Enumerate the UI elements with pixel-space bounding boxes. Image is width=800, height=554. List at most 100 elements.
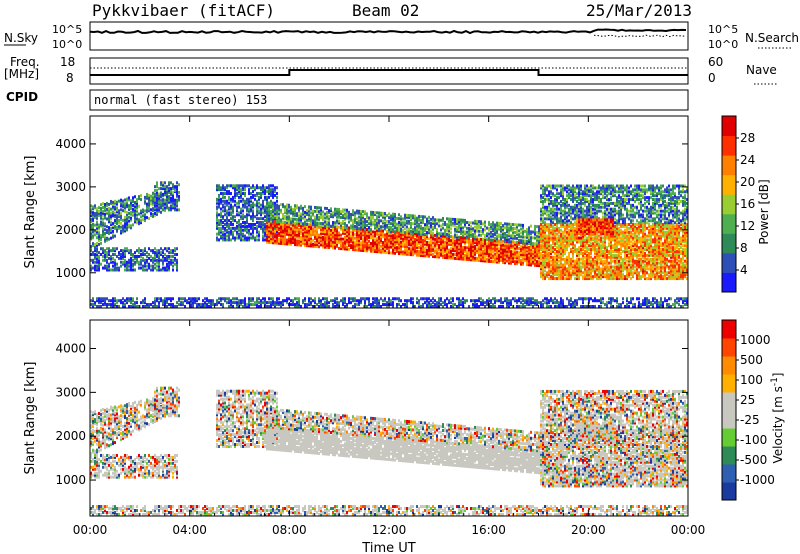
power-cell <box>170 204 172 208</box>
power-cell <box>550 215 552 219</box>
power-cell <box>524 255 526 259</box>
power-cell <box>516 242 518 246</box>
power-cell <box>302 241 304 245</box>
power-cell <box>124 299 126 303</box>
power-cell <box>120 212 122 216</box>
power-cell <box>446 227 448 231</box>
power-cell <box>106 254 108 258</box>
power-cell <box>262 203 264 207</box>
power-cell <box>272 204 274 208</box>
power-cell <box>258 224 260 228</box>
power-cell <box>320 237 322 241</box>
power-cell <box>472 242 474 246</box>
power-cell <box>556 240 558 244</box>
power-cell <box>176 268 178 272</box>
power-cell <box>258 192 260 196</box>
power-cell <box>370 214 372 218</box>
power-cell <box>124 225 126 229</box>
power-cell <box>542 253 544 257</box>
power-cell <box>154 303 156 307</box>
power-cell <box>116 210 118 214</box>
power-cell <box>248 197 250 201</box>
power-cell <box>552 263 554 267</box>
power-cell <box>128 251 130 255</box>
power-cell <box>380 297 382 301</box>
power-cell <box>324 237 326 241</box>
power-cell <box>542 209 544 213</box>
power-cell <box>506 299 508 303</box>
power-cell <box>268 231 270 235</box>
power-cell <box>388 245 390 249</box>
power-cell <box>166 264 168 268</box>
power-cell <box>308 215 310 219</box>
power-cell <box>158 254 160 258</box>
power-cell <box>270 223 272 227</box>
power-cell <box>156 249 158 253</box>
power-cell <box>508 255 510 259</box>
power-cell <box>240 232 242 236</box>
power-cell <box>270 241 272 245</box>
power-cell <box>370 218 372 222</box>
power-cell <box>106 297 108 301</box>
power-cell <box>520 249 522 253</box>
power-cell <box>338 231 340 235</box>
power-cell <box>378 238 380 242</box>
power-cell <box>194 301 196 305</box>
power-cell <box>244 221 246 225</box>
power-cell <box>216 222 218 226</box>
power-cell <box>392 220 394 224</box>
power-cell <box>364 239 366 243</box>
power-cell <box>230 203 232 207</box>
power-cell <box>338 235 340 239</box>
power-cell <box>486 249 488 253</box>
power-cell <box>410 251 412 255</box>
power-cell <box>364 225 366 229</box>
power-cell <box>452 304 454 308</box>
power-cell <box>108 212 110 216</box>
power-cell <box>224 195 226 199</box>
power-cell <box>336 240 338 244</box>
power-cell <box>482 255 484 259</box>
power-cell <box>358 215 360 219</box>
power-cell <box>102 254 104 258</box>
power-cell <box>90 303 92 307</box>
power-cell <box>364 231 366 235</box>
power-cell <box>196 297 198 301</box>
power-cell <box>320 235 322 239</box>
power-cell <box>252 226 254 230</box>
power-cell <box>378 240 380 244</box>
power-cell <box>232 205 234 209</box>
power-cell <box>542 188 544 192</box>
power-cell <box>468 238 470 242</box>
power-cell <box>304 242 306 246</box>
power-cell <box>176 200 178 204</box>
power-cell <box>502 257 504 261</box>
power-cell <box>552 242 554 246</box>
power-cell <box>168 189 170 193</box>
power-cell <box>544 275 546 279</box>
power-cell <box>378 236 380 240</box>
power-cell <box>358 242 360 246</box>
power-cell <box>302 224 304 228</box>
power-cell <box>448 225 450 229</box>
power-cell <box>474 219 476 223</box>
power-cell <box>310 232 312 236</box>
power-cell <box>250 215 252 219</box>
cpid-label: CPID <box>6 90 38 104</box>
power-cell <box>534 246 536 250</box>
power-cell <box>268 192 270 196</box>
power-cell <box>96 241 98 245</box>
power-cell <box>500 299 502 303</box>
power-cell <box>498 223 500 227</box>
power-cell <box>346 210 348 214</box>
power-cell <box>504 251 506 255</box>
power-cell <box>328 304 330 308</box>
power-cell <box>270 204 272 208</box>
power-cell <box>460 218 462 222</box>
power-cell <box>434 218 436 222</box>
power-cell <box>364 243 366 247</box>
power-cell <box>534 248 536 252</box>
power-cell <box>250 207 252 211</box>
power-cell <box>292 299 294 303</box>
power-cell <box>226 297 228 301</box>
